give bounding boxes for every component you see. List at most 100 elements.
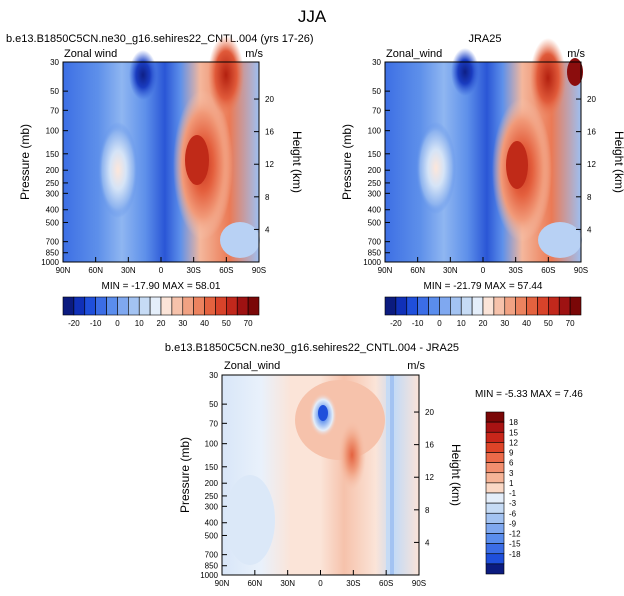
colorbar-swatch [558,296,571,316]
y-tick-label: 50 [209,400,218,409]
y2-tick-label: 20 [265,95,274,104]
colorbar-label: -10 [90,319,102,328]
colorbar-label: 70 [566,319,575,328]
panel-obs-field [385,38,583,262]
y-tick-label: 850 [46,249,60,258]
y-tick-label: 100 [368,127,382,136]
x-tick-label: 30S [187,266,201,275]
y-tick-label: 1000 [41,258,59,267]
y2-tick-label: 12 [587,160,596,169]
x-tick-label: 60S [541,266,555,275]
x-tick-label: 60N [247,579,262,588]
colorbar-swatch [485,462,505,474]
y-tick-label: 300 [205,502,219,511]
colorbar-swatch [537,296,549,316]
y2-tick-label: 4 [587,225,592,234]
colorbar-swatch [485,452,505,463]
panel-model: b.e13.B1850C5CN.ne30_g16.sehires22_CNTL.… [6,33,314,292]
x-tick-label: 90N [378,266,393,275]
colorbar-label: -6 [509,509,517,518]
x-tick-label: 0 [481,266,486,275]
colorbar-swatch [485,472,505,484]
colorbar-swatch [215,296,227,316]
panel-obs-units: m/s [567,48,585,60]
colorbar-swatch [485,442,505,453]
colorbar-label: -12 [509,530,521,539]
colorbar-swatch [569,296,582,316]
colorbar-obs: -20 -10 0 10 20 30 40 50 70 [384,296,582,328]
y-tick-label: 500 [368,218,382,227]
y-tick-label: 700 [368,238,382,247]
x-tick-label: 30N [121,266,136,275]
panel-obs-variable: Zonal_wind [386,48,442,60]
colorbar-label: 50 [222,319,231,328]
colorbar-swatch [482,296,495,316]
colorbar-swatch [62,296,75,316]
colorbar-label: 15 [509,428,518,437]
panel-diff-units: m/s [407,360,425,372]
colorbar-swatch [471,296,484,316]
y2-tick-label: 4 [265,225,270,234]
y-tick-label: 150 [46,150,60,159]
y-tick-label: 150 [368,150,382,159]
panel-model-y2label: Height (km) [290,131,304,193]
colorbar-swatch [485,553,505,565]
y-tick-label: 100 [205,440,219,449]
y-tick-label: 300 [368,189,382,198]
y2-tick-label: 12 [265,160,274,169]
colorbar-swatch [485,492,505,504]
x-tick-label: 30N [443,266,458,275]
y-tick-label: 250 [368,179,382,188]
y2-tick-label: 12 [425,473,434,482]
colorbar-label: -15 [509,540,521,549]
colorbar-label: 70 [244,319,253,328]
y-tick-label: 30 [50,58,59,67]
colorbar-swatch [204,296,216,316]
y-tick-label: 50 [372,87,381,96]
panel-model-ylabel: Pressure (mb) [18,124,32,200]
colorbar-label: 40 [200,319,209,328]
colorbar-label: 6 [509,459,514,468]
colorbar-swatch [73,296,86,316]
colorbar-label: -1 [509,489,517,498]
x-tick-label: 90S [252,266,266,275]
y-tick-label: 70 [50,106,59,115]
colorbar-label: -9 [509,519,517,528]
y2-tick-label: 16 [265,128,274,137]
panel-diff-stats: MIN = -5.33 MAX = 7.46 [475,389,583,400]
y-tick-label: 70 [209,419,218,428]
colorbar-swatch [485,482,505,494]
y2-tick-label: 8 [425,506,430,515]
panel-model-title: b.e13.B1850C5CN.ne30_g16.sehires22_CNTL.… [6,33,314,45]
y-tick-label: 150 [205,463,219,472]
colorbar-label: 50 [544,319,553,328]
y2-tick-label: 20 [425,408,434,417]
colorbar-swatch [504,296,516,316]
colorbar-swatch [395,296,408,316]
colorbar-label: 10 [135,319,144,328]
panel-model-ticks: 90N 60N 30N 0 30S 60S 90S 30 50 70 100 150 200 250300… [41,58,274,275]
colorbar-swatch [128,296,140,316]
colorbar-swatch [485,512,505,524]
colorbar-label: 12 [509,438,518,447]
colorbar-swatch [515,296,527,316]
colorbar-label: 9 [509,449,514,458]
y-tick-label: 250 [205,492,219,501]
colorbar-label: 10 [457,319,466,328]
x-tick-label: 30N [280,579,295,588]
y-tick-label: 1000 [363,258,381,267]
y-tick-label: 500 [46,218,60,227]
colorbar-label: 20 [157,319,166,328]
colorbar-label: 18 [509,418,518,427]
colorbar-swatch [84,296,96,316]
colorbar-swatch [485,543,505,555]
panel-obs: JRA25 Zonal_wind m/s Pressure (mb) Heigh… [340,33,624,292]
panel-obs-ticks: 90N 60N 30N 0 30S 60S 90S 30 50 70 100 150 200 250300… [363,58,596,275]
colorbar-swatch [548,296,560,316]
colorbar-label: 1 [509,479,514,488]
panel-model-field [63,35,260,262]
x-tick-label: 90S [574,266,588,275]
colorbar-swatch [485,421,505,433]
